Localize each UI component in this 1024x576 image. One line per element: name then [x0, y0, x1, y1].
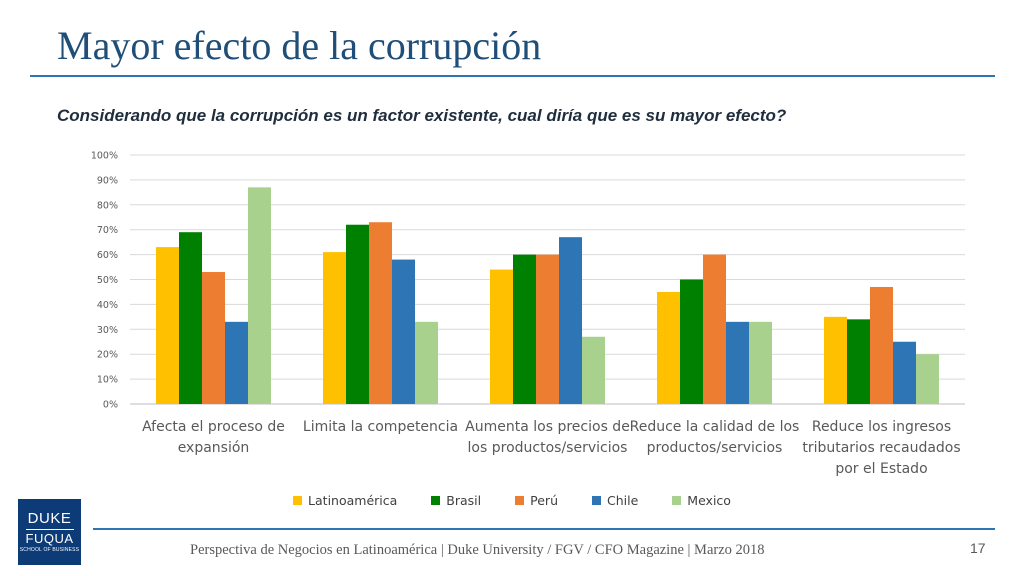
bar-brasil [513, 254, 536, 404]
legend-label: Chile [607, 493, 639, 508]
duke-fuqua-logo: DUKE FUQUA SCHOOL OF BUSINESS [18, 499, 81, 565]
chart-question: Considerando que la corrupción es un fac… [57, 106, 787, 125]
bar-perú [870, 286, 893, 404]
y-axis-ticks: 0% 10% 20% 30% 40% 50% 60% 70% 80% 90% 100% [91, 151, 118, 411]
x-category-label: Afecta el proceso de [142, 419, 285, 435]
bar-mexico [582, 336, 605, 404]
legend-item: Mexico [672, 493, 731, 508]
legend-item: Chile [592, 493, 638, 508]
legend-item: Perú [515, 493, 558, 508]
y-tick-label: 50% [97, 275, 118, 286]
bar-chile [392, 259, 415, 404]
x-category-label: Reduce los ingresos [812, 419, 951, 435]
bar-mexico [248, 187, 271, 404]
logo-text-fuqua: FUQUA [25, 530, 74, 546]
bar-brasil [847, 319, 870, 404]
bar-latinoamérica [824, 316, 847, 404]
bar-perú [703, 254, 726, 404]
x-category-label: tributarios recaudados [802, 440, 960, 456]
x-category-label: expansión [178, 440, 250, 456]
bar-chile [726, 321, 749, 404]
y-tick-label: 20% [97, 350, 118, 361]
legend-swatch [592, 496, 601, 505]
y-tick-label: 70% [97, 225, 118, 236]
x-category-label: por el Estado [835, 461, 927, 477]
x-axis-labels: Afecta el proceso de expansión Limita la c… [142, 419, 961, 477]
y-tick-label: 100% [91, 151, 118, 162]
bar-brasil [346, 224, 369, 404]
title-divider [30, 75, 995, 77]
x-category-label: productos/servicios [647, 440, 783, 456]
y-tick-label: 80% [97, 200, 118, 211]
legend-item: Brasil [431, 493, 481, 508]
y-tick-label: 10% [97, 375, 118, 386]
bar-chile [559, 237, 582, 404]
bar-brasil [680, 279, 703, 404]
bar-latinoamérica [323, 252, 346, 404]
legend-swatch [431, 496, 441, 505]
chart-legend: Latinoamérica Brasil Perú Chile Mexico [0, 493, 1024, 508]
legend-label: Mexico [687, 493, 731, 508]
legend-swatch [293, 496, 303, 505]
y-tick-label: 30% [97, 325, 118, 336]
logo-text-school: SCHOOL OF BUSINESS [19, 546, 80, 553]
slide-title: Mayor efecto de la corrupción [57, 23, 542, 68]
bar-brasil [179, 232, 202, 404]
y-tick-label: 0% [103, 400, 118, 411]
legend-label: Perú [530, 493, 558, 508]
footer-citation: Perspectiva de Negocios en Latinoamérica… [190, 542, 765, 558]
bar-chile [893, 341, 916, 404]
bar-mexico [415, 321, 438, 404]
y-tick-label: 40% [97, 300, 118, 311]
bar-perú [369, 222, 392, 404]
logo-text-duke: DUKE [27, 510, 72, 528]
legend-label: Latinoamérica [308, 493, 398, 508]
page-number: 17 [970, 540, 986, 556]
y-tick-label: 90% [97, 175, 118, 186]
x-category-label: los productos/servicios [468, 440, 628, 456]
x-category-label: Reduce la calidad de los [630, 419, 800, 435]
y-tick-label: 60% [97, 250, 118, 261]
bar-perú [536, 254, 559, 404]
bar-latinoamérica [490, 269, 513, 404]
footer-divider [93, 528, 995, 530]
logo-divider [25, 528, 74, 530]
bar-mexico [749, 321, 772, 404]
legend-label: Brasil [446, 493, 482, 508]
chart-bars [156, 187, 939, 404]
x-category-label: Aumenta los precios de [465, 419, 630, 435]
bar-mexico [916, 354, 939, 404]
legend-item: Latinoamérica [293, 493, 397, 508]
bar-latinoamérica [657, 291, 680, 404]
x-category-label: Limita la competencia [303, 419, 458, 435]
legend-swatch [672, 496, 682, 505]
legend-swatch [515, 496, 525, 505]
grouped-bar-chart: 0% 10% 20% 30% 40% 50% 60% 70% 80% 90% 100% Afecta… [91, 151, 965, 477]
bar-perú [202, 272, 225, 404]
bar-latinoamérica [156, 247, 179, 404]
bar-chile [225, 321, 248, 404]
